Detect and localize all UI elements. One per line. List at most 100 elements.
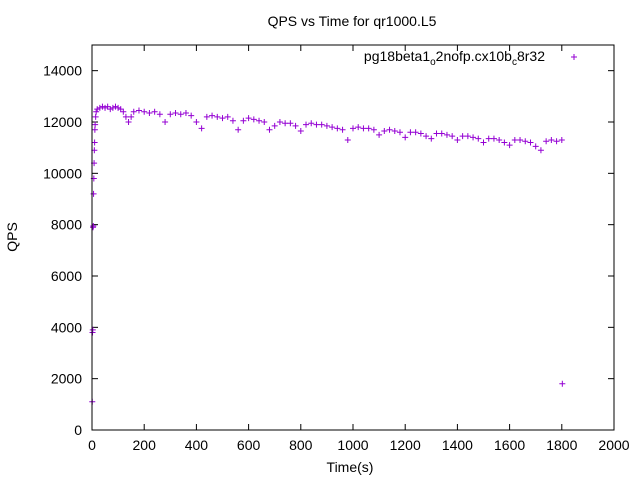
data-point	[261, 119, 268, 125]
data-point	[470, 134, 477, 141]
y-tick-label: 12000	[43, 114, 82, 130]
data-point	[282, 120, 289, 127]
data-point	[438, 130, 445, 137]
data-point	[323, 122, 330, 129]
legend-label-sub1: o	[430, 57, 436, 68]
data-point	[90, 190, 97, 197]
data-point	[485, 135, 492, 142]
data-point	[402, 134, 409, 141]
data-point	[128, 113, 135, 120]
data-point	[386, 126, 393, 133]
data-point	[107, 106, 114, 113]
data-point	[459, 133, 466, 140]
y-tick-label: 4000	[51, 319, 82, 335]
data-point	[292, 122, 299, 129]
x-tick-label: 800	[289, 437, 313, 453]
y-tick-label: 14000	[43, 63, 82, 79]
x-tick-label: 600	[237, 437, 261, 453]
data-point	[104, 103, 111, 110]
data-point	[360, 125, 367, 132]
x-tick-label: 200	[133, 437, 157, 453]
data-point	[407, 129, 414, 136]
y-tick-label: 6000	[51, 268, 82, 284]
data-point	[527, 139, 534, 146]
data-point	[219, 115, 226, 122]
data-point	[198, 125, 205, 132]
data-point	[376, 131, 383, 138]
legend-label-mid: 2nofp.cx10b	[436, 48, 512, 64]
legend-label-tail: 8r32	[517, 48, 545, 64]
data-point	[96, 104, 103, 111]
data-point	[91, 126, 98, 133]
data-point	[266, 126, 273, 133]
data-point	[313, 121, 320, 128]
data-point	[177, 111, 184, 118]
data-point	[350, 125, 356, 132]
x-tick-label: 1000	[337, 437, 368, 453]
y-tick-label: 10000	[43, 165, 82, 181]
chart-title: QPS vs Time for qr1000.L5	[268, 13, 437, 29]
data-point	[188, 112, 195, 119]
data-point	[297, 127, 304, 134]
data-point	[122, 113, 129, 120]
data-point	[92, 113, 99, 120]
data-point	[245, 115, 252, 122]
data-point	[112, 103, 119, 110]
data-point	[511, 136, 518, 143]
data-point	[94, 106, 101, 113]
data-point	[522, 138, 529, 145]
data-point	[396, 129, 403, 136]
scatter-points	[89, 103, 566, 405]
data-point	[506, 142, 513, 149]
data-point	[141, 108, 148, 115]
data-point	[93, 108, 100, 115]
x-tick-label: 1600	[494, 437, 525, 453]
plot-frame	[91, 44, 615, 431]
y-axis-label: QPS	[4, 222, 20, 252]
data-point	[339, 126, 346, 133]
y-tick-label: 8000	[51, 217, 82, 233]
data-point	[475, 135, 482, 142]
data-point	[102, 104, 109, 111]
legend-marker	[571, 54, 577, 60]
data-point	[99, 103, 106, 110]
data-point	[120, 108, 127, 115]
data-point	[271, 122, 278, 129]
data-point	[92, 121, 99, 128]
data-point	[303, 121, 310, 128]
data-point	[365, 125, 372, 132]
data-point	[182, 110, 189, 117]
x-tick-label: 2000	[598, 437, 629, 453]
data-point	[235, 126, 242, 133]
legend-label-sub2: c	[512, 57, 517, 68]
data-point	[443, 131, 450, 138]
data-point	[543, 138, 550, 145]
data-point	[423, 133, 430, 140]
data-point	[370, 126, 377, 133]
data-point	[162, 119, 169, 125]
data-point	[334, 125, 341, 132]
data-point	[329, 124, 336, 131]
data-point	[229, 117, 236, 124]
data-point	[287, 120, 294, 127]
data-point	[91, 139, 98, 146]
data-point	[391, 127, 398, 134]
data-point	[130, 108, 137, 115]
x-tick-label: 1400	[442, 437, 473, 453]
data-point	[90, 222, 97, 229]
data-point	[172, 110, 179, 117]
data-point	[214, 113, 221, 120]
x-tick-label: 0	[88, 437, 96, 453]
data-point	[318, 121, 325, 128]
data-point	[117, 106, 124, 113]
data-point	[151, 108, 158, 115]
data-point	[548, 136, 555, 143]
x-tick-label: 1200	[390, 437, 421, 453]
data-point	[167, 111, 174, 118]
legend-label-base: pg18beta1	[364, 48, 430, 64]
axis-ticks: 0 200 400 600 800 1000 1200 1400 1600 1800 2000 0 20…	[43, 45, 630, 453]
data-point	[125, 119, 132, 125]
data-point	[240, 117, 247, 124]
x-axis-label: Time(s)	[327, 459, 374, 475]
x-tick-label: 1800	[546, 437, 577, 453]
